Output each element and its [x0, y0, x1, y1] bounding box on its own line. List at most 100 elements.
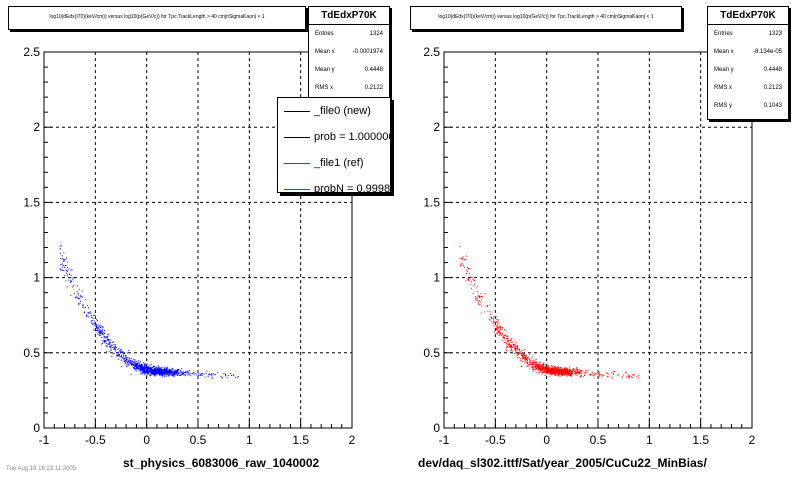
scatter-point — [533, 370, 535, 372]
scatter-point — [186, 371, 188, 373]
scatter-point — [88, 313, 90, 315]
scatter-point — [548, 369, 550, 371]
scatter-point — [480, 295, 482, 297]
scatter-point — [155, 371, 157, 373]
scatter-point — [142, 366, 144, 368]
scatter-point — [488, 318, 490, 320]
scatter-point — [500, 327, 502, 329]
scatter-point — [543, 364, 545, 366]
scatter-point — [137, 367, 139, 369]
scatter-point — [507, 345, 509, 347]
scatter-point — [179, 374, 181, 376]
scatter-point — [546, 370, 548, 372]
scatter-point — [543, 363, 545, 365]
scatter-point — [150, 364, 152, 366]
scatter-point — [525, 358, 527, 360]
scatter-point — [600, 374, 602, 376]
scatter-point — [153, 371, 155, 373]
scatter-point — [557, 365, 559, 367]
scatter-point — [589, 374, 591, 376]
scatter-point — [177, 370, 179, 372]
scatter-point — [567, 374, 569, 376]
scatter-point — [162, 372, 164, 374]
scatter-point — [539, 362, 541, 364]
scatter-point — [493, 331, 495, 333]
scatter-point — [124, 358, 126, 360]
scatter-point — [525, 356, 527, 358]
y-tick-label: 0 — [433, 421, 440, 435]
scatter-point — [525, 355, 527, 357]
scatter-point — [135, 362, 137, 364]
scatter-point — [554, 371, 556, 373]
scatter-point — [110, 349, 112, 351]
scatter-point — [110, 346, 112, 348]
scatter-point — [61, 258, 63, 260]
scatter-point — [549, 373, 551, 375]
scatter-point — [464, 266, 466, 268]
scatter-point — [150, 369, 152, 371]
scatter-point — [465, 280, 467, 282]
scatter-point — [161, 370, 163, 372]
scatter-point — [169, 371, 171, 373]
scatter-point — [132, 367, 134, 369]
scatter-point — [86, 315, 88, 317]
scatter-point — [87, 304, 89, 306]
scatter-point — [139, 360, 141, 362]
scatter-point — [520, 354, 522, 356]
scatter-point — [568, 373, 570, 375]
scatter-point — [142, 366, 144, 368]
scatter-point — [127, 361, 129, 363]
scatter-point — [106, 339, 108, 341]
scatter-point — [85, 299, 87, 301]
scatter-point — [534, 363, 536, 365]
scatter-point — [479, 296, 481, 298]
scatter-point — [579, 372, 581, 374]
scatter-point — [589, 374, 591, 376]
scatter-point — [82, 306, 84, 308]
scatter-point — [506, 343, 508, 345]
scatter-point — [134, 363, 136, 365]
footer-timestamp: Tue Aug 16 16:23:11 2005 — [6, 466, 77, 472]
scatter-point — [153, 372, 155, 374]
scatter-point — [539, 363, 541, 365]
scatter-point — [128, 360, 130, 362]
scatter-point — [510, 339, 512, 341]
scatter-point — [577, 368, 579, 370]
scatter-point — [148, 371, 150, 373]
scatter-point — [553, 372, 555, 374]
right-plot: -1 -0.5 0 0.5 1 1.5 2 0 0.5 1 1.5 2 2.5 — [423, 45, 755, 447]
scatter-point — [143, 367, 145, 369]
scatter-point — [586, 372, 588, 374]
scatter-point — [493, 316, 495, 318]
scatter-point — [140, 366, 142, 368]
scatter-point — [204, 376, 206, 378]
scatter-point — [571, 375, 573, 377]
scatter-point — [499, 327, 501, 329]
legend-entry: prob = 1.000000 — [278, 124, 390, 150]
scatter-point — [147, 368, 149, 370]
scatter-point — [83, 312, 85, 314]
scatter-point — [558, 369, 560, 371]
scatter-point — [146, 370, 148, 372]
scatter-point — [180, 370, 182, 372]
scatter-point — [582, 371, 584, 373]
scatter-point — [159, 373, 161, 375]
scatter-point — [188, 372, 190, 374]
scatter-point — [150, 374, 152, 376]
scatter-point — [96, 327, 98, 329]
scatter-point — [121, 351, 123, 353]
scatter-point — [141, 367, 143, 369]
scatter-point — [153, 365, 155, 367]
scatter-point — [556, 372, 558, 374]
scatter-point — [169, 369, 171, 371]
scatter-point — [484, 293, 486, 295]
scatter-point — [166, 372, 168, 374]
scatter-point — [573, 371, 575, 373]
scatter-point — [91, 320, 93, 322]
scatter-point — [528, 359, 530, 361]
scatter-point — [614, 371, 616, 373]
scatter-point — [125, 355, 127, 357]
scatter-point — [123, 358, 125, 360]
scatter-point — [584, 374, 586, 376]
scatter-point — [536, 364, 538, 366]
